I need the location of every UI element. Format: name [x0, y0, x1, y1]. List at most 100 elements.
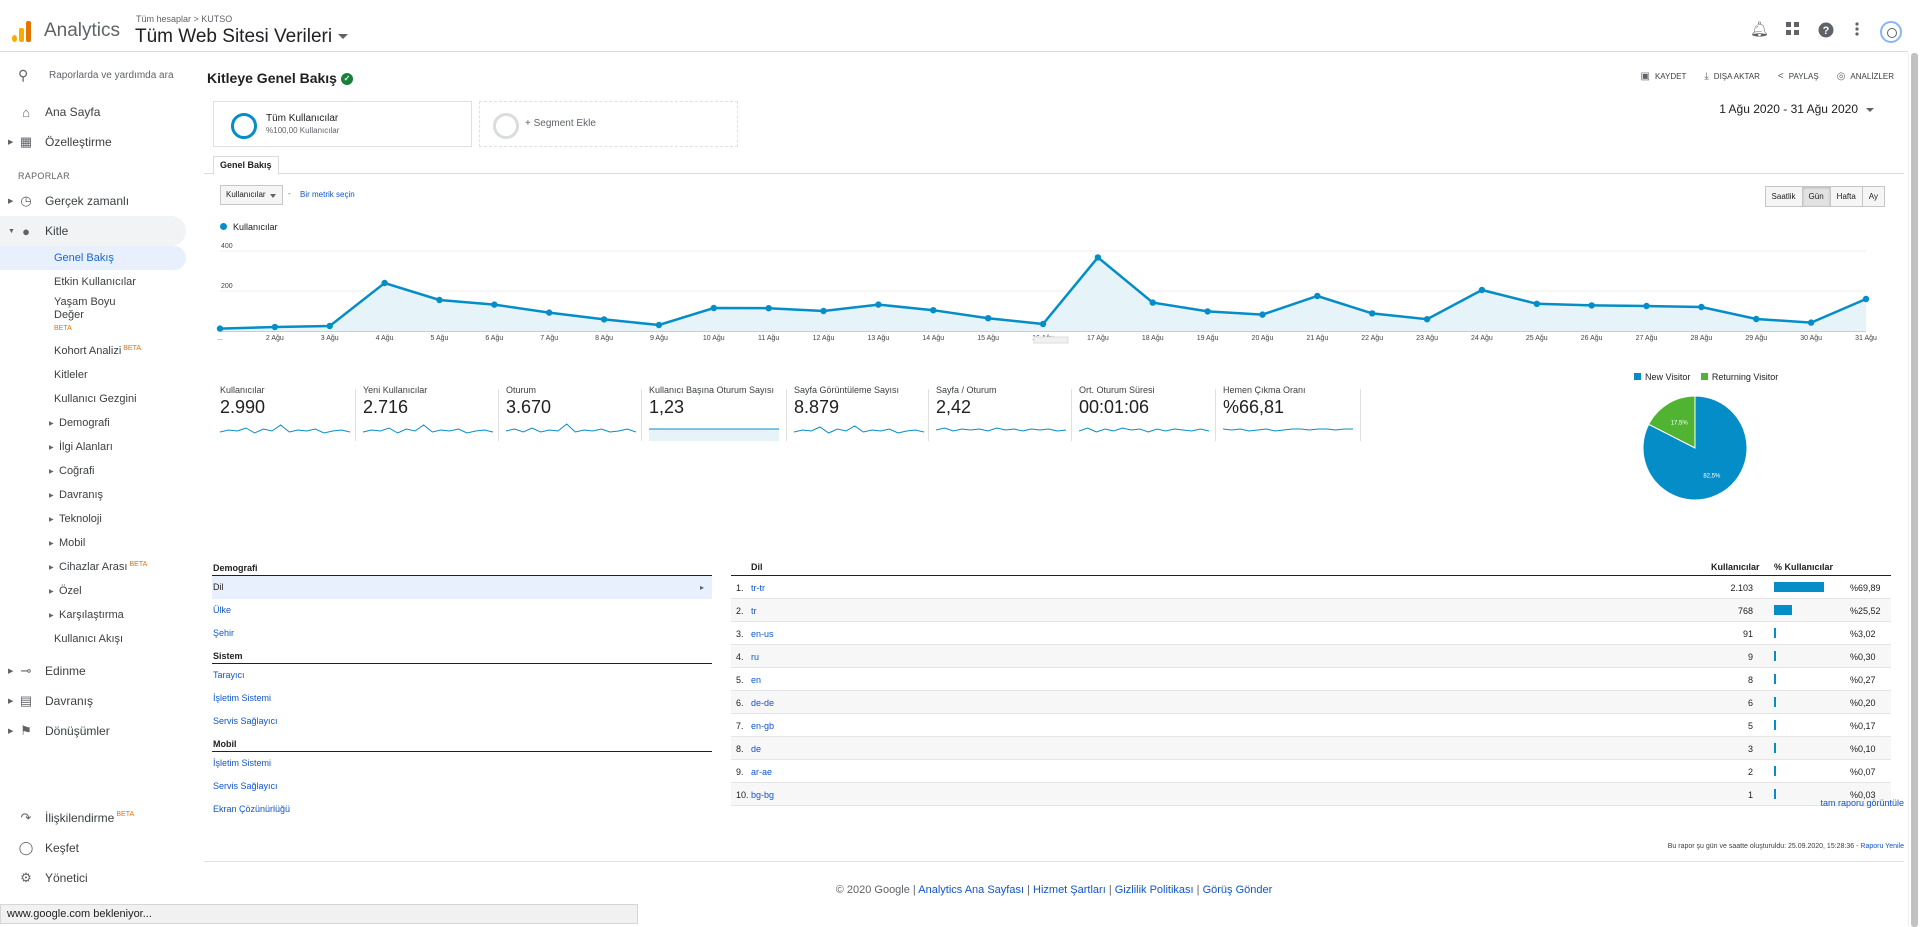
sidebar-item-interests[interactable]: ▶ İlgi Alanları: [0, 435, 186, 459]
demo-nav-item[interactable]: Tarayıcı: [212, 664, 712, 687]
granularity-week[interactable]: Hafta: [1830, 187, 1863, 206]
data-point[interactable]: [655, 321, 663, 329]
footer-link-terms[interactable]: Hizmet Şartları: [1033, 884, 1106, 896]
bell-icon[interactable]: 🔔︎: [1750, 21, 1770, 38]
sidebar-item-benchmarking[interactable]: ▶ Karşılaştırma: [0, 603, 186, 627]
sidebar-item-technology[interactable]: ▶ Teknoloji: [0, 507, 186, 531]
sidebar-item-audiences[interactable]: Kitleler: [0, 363, 186, 387]
language-link[interactable]: ar-ae: [751, 767, 773, 777]
view-selector[interactable]: Tüm Web Sitesi Verileri: [135, 26, 349, 48]
tab-overview[interactable]: Genel Bakış: [213, 156, 279, 175]
metric-card[interactable]: Kullanıcılar 2.990: [220, 385, 360, 445]
sidebar-item-acquisition[interactable]: ▶ ⊸ Edinme: [0, 656, 186, 686]
metric-card[interactable]: Yeni Kullanıcılar 2.716: [363, 385, 503, 445]
sidebar-item-geo[interactable]: ▶ Coğrafi: [0, 459, 186, 483]
sidebar-item-cohort[interactable]: Kohort Analizi BETA: [0, 339, 186, 363]
sidebar-item-behavior[interactable]: ▶ ▤ Davranış: [0, 686, 186, 716]
date-range-picker[interactable]: 1 Ağu 2020 - 31 Ağu 2020: [1719, 102, 1874, 116]
sidebar-item-user-explorer[interactable]: Kullanıcı Gezgini: [0, 387, 186, 411]
sidebar-item-cross-device[interactable]: ▶ Cihazlar Arası BETA: [0, 555, 186, 579]
demo-nav-item[interactable]: Ülke: [212, 599, 712, 622]
analytics-logo[interactable]: [12, 20, 32, 42]
data-point[interactable]: [875, 301, 882, 308]
save-button[interactable]: ▣ KAYDET: [1641, 71, 1687, 82]
granularity-day[interactable]: Gün: [1802, 187, 1831, 206]
footer-link-feedback[interactable]: Görüş Gönder: [1202, 884, 1273, 896]
data-point[interactable]: [216, 325, 224, 332]
data-point[interactable]: [984, 315, 992, 322]
sidebar-item-home[interactable]: ⌂ Ana Sayfa: [0, 97, 186, 127]
sidebar-item-audience[interactable]: ▼ ● Kitle: [0, 216, 186, 246]
data-point[interactable]: [1807, 319, 1815, 326]
language-link[interactable]: tr: [751, 606, 757, 616]
chart-resize-handle[interactable]: [1033, 336, 1069, 344]
select-metric-link[interactable]: Bir metrik seçin: [300, 190, 355, 199]
apps-icon[interactable]: [1785, 22, 1801, 38]
data-point[interactable]: [1149, 299, 1156, 306]
granularity-hourly[interactable]: Saatlik: [1765, 187, 1803, 206]
sidebar-item-mobile[interactable]: ▶ Mobil: [0, 531, 186, 555]
data-point[interactable]: [326, 322, 333, 330]
language-link[interactable]: tr-tr: [751, 583, 765, 593]
sidebar-item-customization[interactable]: ▶ ▦ Özelleştirme: [0, 127, 186, 157]
sidebar-item-overview[interactable]: Genel Bakış: [0, 246, 186, 270]
data-point[interactable]: [600, 316, 608, 323]
data-point[interactable]: [1423, 316, 1431, 323]
export-button[interactable]: ⤓ DIŞA AKTAR: [1704, 71, 1760, 82]
language-link[interactable]: de-de: [751, 698, 775, 708]
data-point[interactable]: [1478, 286, 1486, 294]
footer-link-privacy[interactable]: Gizlilik Politikası: [1114, 884, 1194, 896]
demo-nav-item[interactable]: Dil ▸: [212, 576, 712, 599]
pie-slice[interactable]: [1647, 395, 1696, 449]
pie-slice[interactable]: [1642, 395, 1748, 501]
sidebar-item-active-users[interactable]: Etkin Kullanıcılar: [0, 270, 186, 294]
demo-nav-item[interactable]: Servis Sağlayıcı: [212, 775, 712, 798]
sidebar-item-users-flow[interactable]: Kullanıcı Akışı: [0, 627, 186, 651]
data-point[interactable]: [1314, 292, 1321, 300]
refresh-report-link[interactable]: Raporu Yenile: [1860, 843, 1904, 850]
data-point[interactable]: [436, 296, 443, 304]
data-point[interactable]: [1753, 315, 1760, 323]
demo-nav-item[interactable]: Ekran Çözünürlüğü: [212, 798, 712, 821]
sidebar-item-lifetime-value[interactable]: Yaşam Boyu Değer BETA: [0, 294, 186, 334]
sidebar-item-behavior-sub[interactable]: ▶ Davranış: [0, 483, 186, 507]
data-point[interactable]: [381, 279, 388, 287]
language-link[interactable]: bg-bg: [751, 790, 775, 800]
account-breadcrumb[interactable]: Tüm hesaplar > KUTSO: [136, 14, 233, 24]
scrollbar-thumb[interactable]: [1911, 53, 1918, 927]
more-vertical-icon[interactable]: [1849, 22, 1865, 38]
footer-link-home[interactable]: Analytics Ana Sayfası: [918, 884, 1025, 896]
help-icon[interactable]: ?: [1818, 22, 1834, 38]
sidebar-search[interactable]: ⚲ Raporlarda ve yardımda ara: [0, 61, 186, 89]
data-point[interactable]: [1533, 300, 1541, 307]
segment-all-users[interactable]: Tüm Kullanıcılar %100,00 Kullanıcılar: [213, 101, 472, 147]
metric-card[interactable]: Sayfa / Oturum 2,42: [936, 385, 1076, 445]
sidebar-item-demographics[interactable]: ▶ Demografi: [0, 411, 186, 435]
demo-nav-item[interactable]: İşletim Sistemi: [212, 752, 712, 775]
data-point[interactable]: [1094, 254, 1102, 261]
sidebar-item-custom[interactable]: ▶ Özel: [0, 579, 186, 603]
insights-button[interactable]: ◎ ANALİZLER: [1837, 71, 1894, 82]
users-line-chart[interactable]: 200 400... 2 Ağu 3 Ağu 4 Ağu 5 Ağu 6 Ağu 7 Ağu 8…: [204, 233, 1904, 413]
language-link[interactable]: ru: [751, 652, 760, 662]
language-link[interactable]: de: [751, 744, 762, 754]
metric-card[interactable]: Ort. Oturum Süresi 00:01:06: [1079, 385, 1219, 445]
visitor-pie-chart[interactable]: 17,5% 82,5%: [1640, 393, 1750, 503]
data-point[interactable]: [1698, 303, 1705, 311]
full-report-link[interactable]: tam raporu görüntüle: [1820, 798, 1904, 808]
data-point[interactable]: [546, 309, 553, 316]
metric-card[interactable]: Hemen Çıkma Oranı %66,81: [1223, 385, 1363, 445]
add-segment-button[interactable]: + Segment Ekle: [479, 101, 738, 147]
language-link[interactable]: en: [751, 675, 762, 685]
granularity-month[interactable]: Ay: [1862, 187, 1884, 206]
data-point[interactable]: [271, 323, 279, 331]
data-point[interactable]: [1039, 320, 1047, 328]
sidebar-item-realtime[interactable]: ▶ ◷ Gerçek zamanlı: [0, 186, 186, 216]
data-point[interactable]: [1643, 302, 1650, 310]
app-name[interactable]: Analytics: [44, 20, 121, 41]
sidebar-item-discover[interactable]: ◯ Keşfet: [0, 833, 186, 863]
demo-nav-item[interactable]: Servis Sağlayıcı: [212, 710, 712, 733]
language-link[interactable]: en-gb: [751, 721, 775, 731]
data-point[interactable]: [1204, 308, 1211, 315]
vertical-scrollbar[interactable]: [1908, 53, 1920, 927]
